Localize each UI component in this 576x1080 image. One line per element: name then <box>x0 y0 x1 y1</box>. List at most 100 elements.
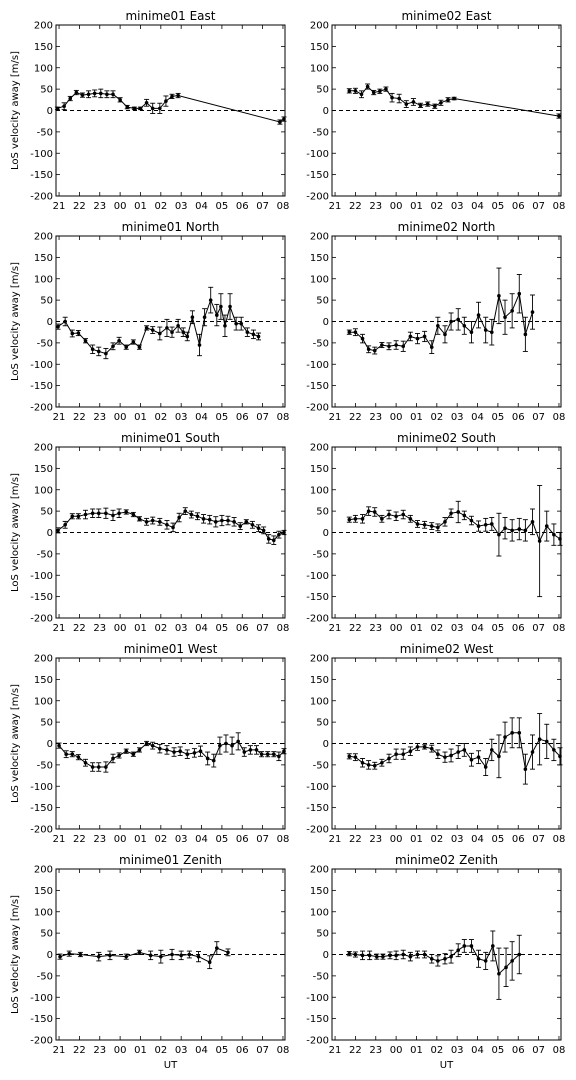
y-tick-label: 150 <box>34 464 53 475</box>
panel-title: minime02 South <box>397 431 496 445</box>
data-point <box>347 517 352 522</box>
data-point <box>422 334 427 339</box>
data-point <box>158 331 162 336</box>
data-point <box>387 756 391 761</box>
data-point <box>530 310 535 314</box>
data-point <box>277 754 281 759</box>
data-point <box>131 340 136 344</box>
y-tick-label: -150 <box>306 803 329 814</box>
data-point <box>394 953 398 958</box>
data-point <box>408 749 413 753</box>
x-tick-label: 03 <box>175 1045 188 1056</box>
data-point <box>228 304 232 309</box>
data-point <box>254 748 259 752</box>
panel-minime02-west: minime02 West 200 150 100 50 0 -50 -100 -150 -20… <box>306 642 565 845</box>
data-point <box>137 345 142 349</box>
data-point <box>422 952 427 957</box>
x-tick-label: 07 <box>532 1045 545 1056</box>
data-point <box>131 512 136 517</box>
data-point <box>104 351 108 356</box>
x-tick-label: 06 <box>512 1045 525 1056</box>
data-point <box>170 952 174 957</box>
data-point <box>104 765 108 769</box>
x-tick-label: 07 <box>256 1045 269 1056</box>
y-tick-label: -200 <box>30 614 53 625</box>
x-tick-label: 23 <box>93 1045 106 1056</box>
data-point <box>469 518 474 523</box>
data-point <box>353 952 358 957</box>
data-point <box>104 511 108 516</box>
y-tick-label: 150 <box>34 886 53 897</box>
x-tick-label: 21 <box>53 623 66 634</box>
data-point <box>503 735 507 739</box>
data-point <box>62 104 66 109</box>
x-tick-label: 01 <box>134 834 147 845</box>
x-tick-label: 07 <box>532 623 545 634</box>
x-tick-label: 00 <box>390 623 403 634</box>
x-tick-label: 05 <box>216 201 229 212</box>
data-point <box>462 748 467 752</box>
data-point <box>429 524 434 528</box>
x-tick-label: 07 <box>256 623 269 634</box>
data-point <box>92 91 97 96</box>
data-point <box>347 89 352 93</box>
y-tick-label: -150 <box>30 592 53 603</box>
x-tick-label: 23 <box>369 412 382 423</box>
x-tick-label: 00 <box>390 201 403 212</box>
data-point <box>56 324 60 329</box>
y-tick-label: 50 <box>316 296 329 307</box>
x-tick-label: 23 <box>369 1045 382 1056</box>
x-tick-label: 03 <box>451 412 464 423</box>
x-tick-label: 04 <box>195 834 208 845</box>
y-tick-label: 0 <box>323 739 329 750</box>
data-point <box>137 748 142 752</box>
data-point <box>394 752 398 756</box>
y-tick-label: 200 <box>310 232 329 243</box>
data-point <box>138 106 143 111</box>
x-tick-label: 08 <box>553 201 566 212</box>
data-point <box>176 93 180 98</box>
data-point <box>213 520 218 524</box>
data-point <box>401 952 406 957</box>
data-point <box>374 954 379 959</box>
data-point <box>411 100 416 104</box>
x-tick-label: 07 <box>532 834 545 845</box>
data-point <box>517 731 522 735</box>
x-tick-label: 00 <box>114 623 127 634</box>
data-point <box>55 106 60 111</box>
data-point <box>353 755 358 759</box>
data-point <box>137 517 142 521</box>
series-line <box>57 510 285 541</box>
y-tick-label: -200 <box>30 192 53 203</box>
data-point <box>469 757 474 762</box>
y-tick-label: -100 <box>30 571 53 582</box>
y-tick-label: -200 <box>306 614 329 625</box>
y-tick-label: -200 <box>30 403 53 414</box>
data-point <box>96 349 101 354</box>
y-tick-label: -150 <box>306 170 329 181</box>
data-point <box>164 99 168 103</box>
data-point <box>366 763 371 767</box>
y-tick-label: -100 <box>30 149 53 160</box>
x-tick-label: 04 <box>471 623 484 634</box>
x-tick-label: 22 <box>349 201 362 212</box>
y-tick-label: 200 <box>310 654 329 665</box>
x-tick-label: 04 <box>195 1045 208 1056</box>
data-point <box>446 98 450 102</box>
y-tick-label: 200 <box>34 865 53 876</box>
y-tick-label: 100 <box>34 696 53 707</box>
data-point <box>137 950 142 955</box>
y-axis-label: LoS velocity away [m/s] <box>10 262 21 381</box>
data-point <box>503 315 507 320</box>
y-axis-label: LoS velocity away [m/s] <box>10 473 21 592</box>
x-tick-label: 21 <box>329 834 342 845</box>
data-point <box>510 959 514 963</box>
data-point <box>207 517 212 522</box>
data-point <box>125 105 130 109</box>
x-tick-label: 04 <box>195 412 208 423</box>
data-point <box>165 523 169 527</box>
x-tick-label: 03 <box>175 834 188 845</box>
x-tick-label: 04 <box>471 1045 484 1056</box>
data-point <box>64 752 68 756</box>
data-point <box>452 96 456 101</box>
